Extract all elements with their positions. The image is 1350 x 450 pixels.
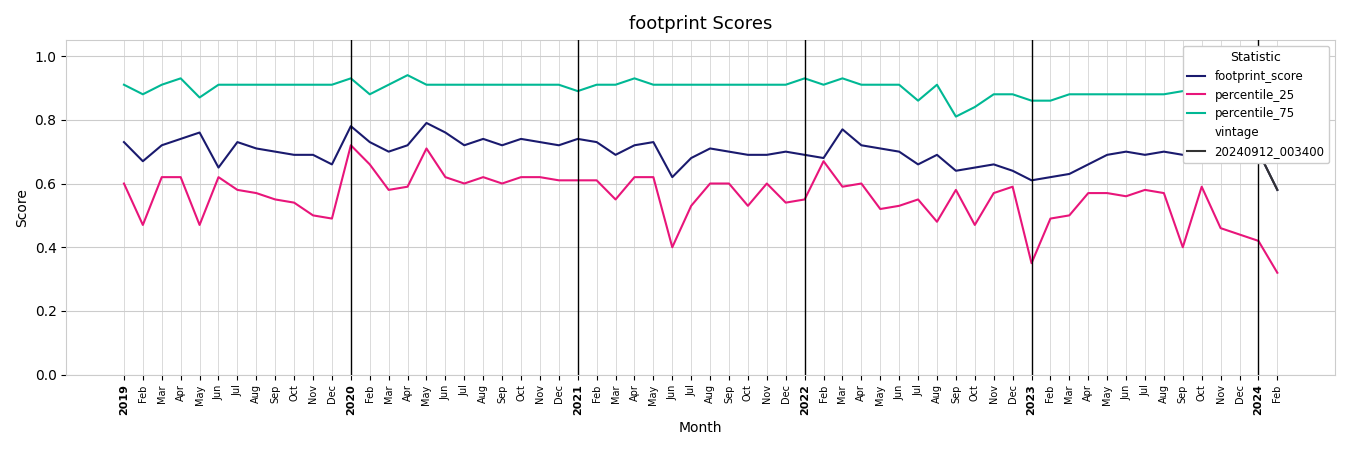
footprint_score [116, 140, 132, 145]
Title: footprint Scores: footprint Scores [629, 15, 772, 33]
Legend: footprint_score, percentile_25, percentile_75, vintage, 20240912_003400: footprint_score, percentile_25, percenti… [1183, 46, 1330, 163]
footprint_score [834, 126, 850, 132]
footprint_score [418, 120, 435, 126]
Y-axis label: Score: Score [15, 188, 28, 227]
percentile_75 [400, 72, 416, 78]
percentile_75 [343, 76, 359, 81]
footprint_score [1137, 152, 1153, 158]
percentile_25 [1137, 187, 1153, 193]
percentile_75 [834, 76, 850, 81]
footprint_score [1269, 187, 1285, 193]
Line: percentile_25: percentile_25 [124, 145, 1277, 273]
percentile_25 [702, 181, 718, 186]
percentile_75 [116, 82, 132, 87]
percentile_75 [437, 82, 454, 87]
percentile_75 [211, 82, 227, 87]
footprint_score [211, 165, 227, 170]
percentile_25 [362, 162, 378, 167]
percentile_75 [1137, 92, 1153, 97]
X-axis label: Month: Month [679, 421, 722, 435]
Line: percentile_75: percentile_75 [124, 75, 1277, 123]
Line: footprint_score: footprint_score [124, 123, 1277, 190]
percentile_25 [116, 181, 132, 186]
percentile_25 [834, 184, 850, 189]
percentile_75 [1269, 120, 1285, 126]
percentile_25 [1269, 270, 1285, 275]
footprint_score [702, 146, 718, 151]
percentile_25 [211, 175, 227, 180]
percentile_75 [702, 82, 718, 87]
footprint_score [343, 123, 359, 129]
footprint_score [437, 130, 454, 135]
percentile_25 [343, 143, 359, 148]
percentile_25 [437, 175, 454, 180]
